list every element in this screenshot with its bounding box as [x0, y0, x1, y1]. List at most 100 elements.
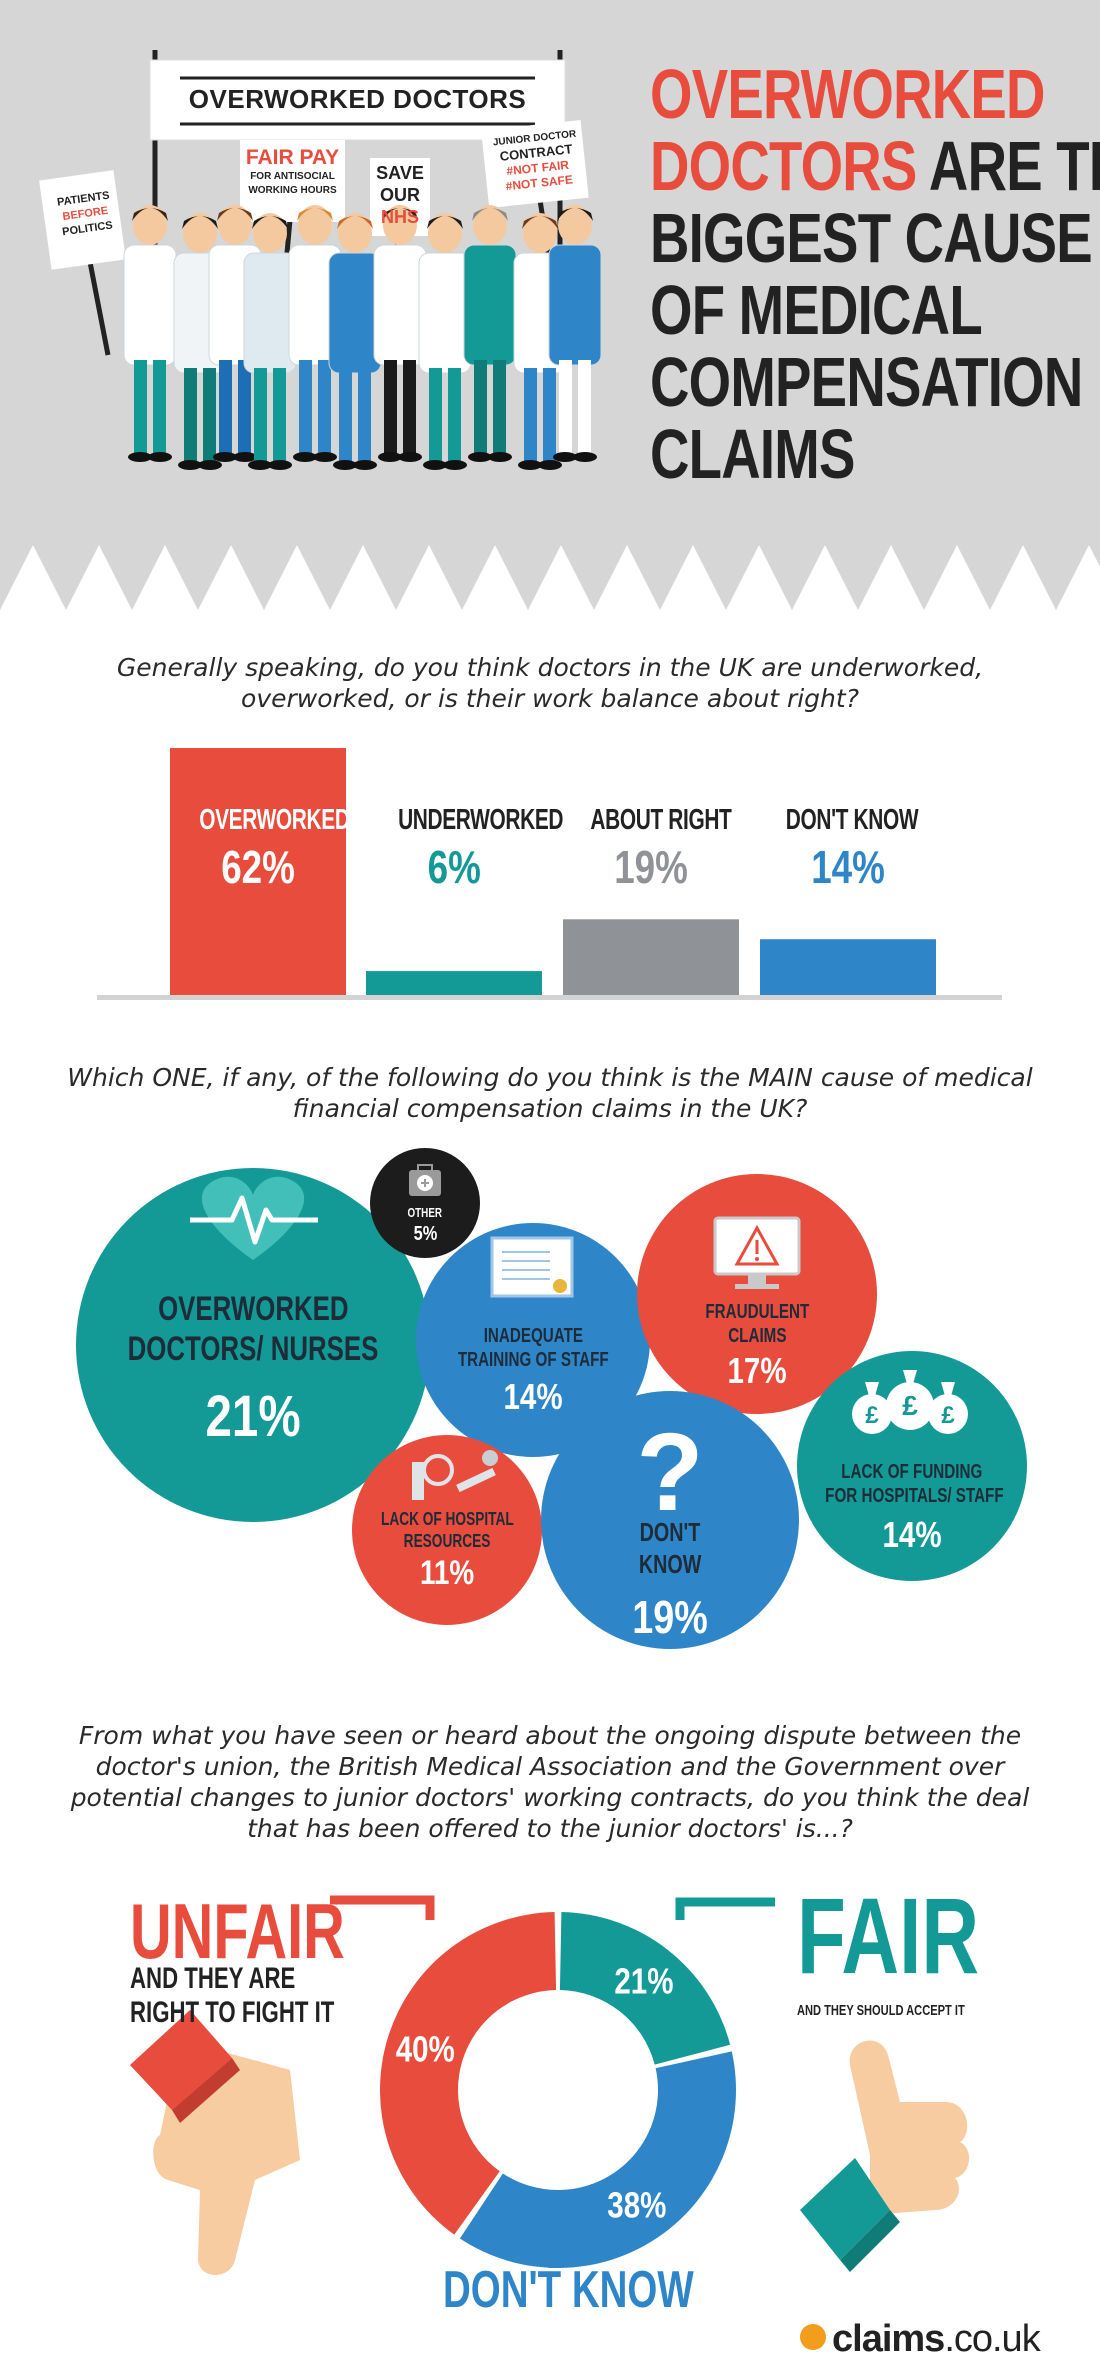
thumbs-down-icon	[130, 2010, 300, 2275]
bar-baseline	[97, 995, 1002, 1000]
claims-logo[interactable]: claims.co.uk	[800, 2318, 1041, 2360]
title-rest: ARE THE	[928, 127, 1100, 205]
sign-junior-text: JUNIOR DOCTOR CONTRACT #NOT FAIR #NOT SA…	[484, 127, 590, 196]
bubble-label-line: RESOURCES	[403, 1531, 491, 1551]
svg-text:?: ?	[636, 1411, 703, 1534]
bubble-value: 21%	[205, 1384, 301, 1449]
bubble-label: LACK OF FUNDING FOR HOSPITALS/ STAFF	[797, 1460, 1027, 1508]
medical-tools-icon	[412, 1450, 498, 1500]
warning-monitor-icon	[713, 1216, 801, 1289]
first-aid-kit-icon	[409, 1164, 441, 1196]
svg-text:£: £	[865, 1402, 879, 1429]
bubble-3	[416, 1223, 650, 1457]
unfair-sub-2: RIGHT TO FIGHT IT	[130, 1996, 335, 2029]
bubble-label: DON'T KNOW	[541, 1516, 799, 1580]
thumbs-up-icon	[800, 2040, 970, 2272]
dont-know-label: DON'T KNOW	[443, 2261, 694, 2319]
donut-value-label: 38%	[607, 2185, 666, 2225]
sign-line: WORKING HOURS	[248, 185, 337, 196]
question-1: Generally speaking, do you think doctors…	[116, 653, 984, 713]
page-title: OVERWORKED DOCTORS ARE THE BIGGEST CAUSE…	[650, 55, 1100, 493]
sign-line: NHS	[380, 207, 419, 227]
fair-sub: AND THEY SHOULD ACCEPT IT	[797, 2002, 965, 2019]
sign-save-text: SAVE OUR NHS	[370, 162, 430, 228]
header-illustration	[0, 50, 1100, 610]
bubble-label: INADEQUATE TRAINING OF STAFF	[416, 1324, 650, 1372]
title-line-6: CLAIMS	[650, 415, 855, 493]
bar-category-label: ABOUT RIGHT	[590, 804, 732, 836]
sign-line: SAVE	[376, 163, 424, 183]
bubble-label: OVERWORKED DOCTORS/ NURSES	[76, 1289, 430, 1369]
question-2: Which ONE, if any, of the following do y…	[67, 1063, 1033, 1123]
logo-suffix: .co.uk	[944, 2318, 1040, 2360]
bubble-label-line: OVERWORKED	[157, 1290, 349, 1328]
bar-2	[366, 971, 542, 995]
sign-line: OUR	[380, 185, 420, 205]
bar-category-label: OVERWORKED	[199, 804, 350, 836]
bubble-label-line: KNOW	[638, 1549, 702, 1579]
bubble-label-line: LACK OF FUNDING	[841, 1461, 983, 1483]
money-bags-icon: £ £ £	[852, 1370, 968, 1434]
bubble-1	[76, 1168, 430, 1522]
unfair-label: UNFAIR	[130, 1887, 345, 1975]
bubble-label-line: TRAINING OF STAFF	[457, 1349, 609, 1371]
bubble-value: 11%	[419, 1554, 475, 1592]
header: OVERWORKED DOCTORS PATIENTS BEFORE POLIT…	[0, 0, 1100, 610]
bubble-6	[352, 1435, 542, 1625]
bar-value-label: 62%	[221, 841, 295, 893]
donut-slice-1	[559, 1912, 731, 2065]
bar-category-label: DON'T KNOW	[785, 804, 919, 836]
bubble-label-line: LACK OF HOSPITAL	[380, 1509, 514, 1529]
unfair-sub-1: AND THEY ARE	[130, 1962, 296, 1995]
unfair-connector	[330, 1895, 435, 1920]
bar-1	[170, 748, 346, 995]
bubble-7	[541, 1391, 799, 1649]
bubble-value: 5%	[413, 1223, 437, 1245]
title-line-5: COMPENSATION	[650, 343, 1083, 421]
bubble-value: 19%	[632, 1591, 708, 1643]
bar-value-label: 6%	[427, 841, 481, 893]
bubble-label-line: DON'T	[639, 1517, 701, 1547]
title-line-2: DOCTORS ARE THE	[650, 127, 1100, 205]
sign-fairpay-text: FAIR PAY FOR ANTISOCIAL WORKING HOURS	[240, 146, 345, 198]
bar-category-label: UNDERWORKED	[398, 804, 564, 836]
checkmark-icon	[800, 2323, 826, 2350]
bubble-label-line: INADEQUATE	[483, 1325, 583, 1347]
svg-text:£: £	[941, 1402, 955, 1429]
bubble-label: OTHER	[370, 1205, 480, 1220]
bar-4	[760, 939, 936, 995]
title-line-3: BIGGEST CAUSE	[650, 199, 1093, 277]
doctors-crowd	[123, 205, 602, 470]
fair-connector	[675, 1897, 775, 1920]
donut-chart: 21% 38% 40%	[130, 1895, 970, 2275]
heart-pulse-icon	[190, 1176, 318, 1260]
fair-label: FAIR	[797, 1875, 980, 1996]
question-3: From what you have seen or heard about t…	[70, 1721, 1030, 1843]
certificate-icon	[490, 1236, 574, 1298]
bubble-label-line: CLAIMS	[727, 1325, 787, 1347]
bubble-chart: £ £ £?	[76, 1148, 1027, 1649]
bubble-label: FRAUDULENT CLAIMS	[637, 1300, 877, 1348]
bubble-label-line: FOR HOSPITALS/ STAFF	[825, 1485, 1004, 1507]
bubble-label: LACK OF HOSPITAL RESOURCES	[352, 1508, 542, 1552]
title-line-4: OF MEDICAL	[650, 271, 983, 349]
title-line-1: OVERWORKED	[650, 55, 1045, 133]
title-red-word: DOCTORS	[650, 127, 917, 205]
bubble-4	[637, 1174, 877, 1414]
banner-text: OVERWORKED DOCTORS	[188, 84, 527, 114]
bar-3	[563, 919, 739, 995]
svg-text:£: £	[902, 1390, 918, 1421]
bar-value-label: 14%	[811, 841, 885, 893]
donut-value-label: 40%	[396, 2029, 455, 2069]
zigzag-border	[0, 520, 1100, 610]
question-mark-icon: ?	[636, 1411, 703, 1534]
sign-line: FAIR PAY	[245, 146, 340, 169]
bubble-2	[370, 1148, 480, 1258]
logo-main: claims	[832, 2318, 945, 2360]
donut-slice-3	[380, 1912, 557, 2235]
bar-chart	[97, 748, 1002, 1000]
bubble-value: 14%	[503, 1376, 563, 1417]
bubble-value: 17%	[727, 1350, 787, 1391]
donut-slice-2	[459, 2051, 736, 2268]
bubble-value: 14%	[882, 1514, 942, 1555]
